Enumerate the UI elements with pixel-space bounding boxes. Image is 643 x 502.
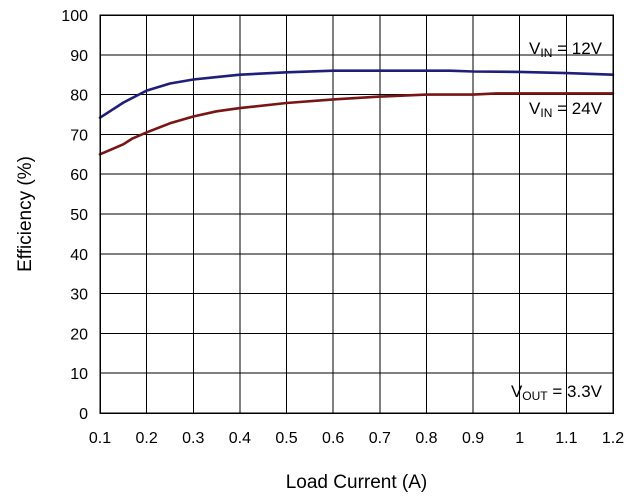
y-tick-label: 20 bbox=[70, 326, 88, 343]
x-tick-label: 0.5 bbox=[275, 430, 297, 447]
y-tick-label: 10 bbox=[70, 366, 88, 383]
annotation-vin-12v-sub: IN bbox=[540, 46, 552, 60]
y-tick-label: 40 bbox=[70, 247, 88, 264]
y-tick-label: 30 bbox=[70, 287, 88, 304]
x-tick-label: 1.1 bbox=[555, 430, 577, 447]
annotation-vin-12v-suffix: = 12V bbox=[552, 39, 602, 58]
annotation-vin-24v: VIN = 24V bbox=[529, 99, 603, 120]
annotation-vin-24v-sub: IN bbox=[540, 106, 552, 120]
x-tick-label: 0.1 bbox=[89, 430, 111, 447]
y-tick-label: 70 bbox=[70, 127, 88, 144]
x-tick-label: 0.2 bbox=[136, 430, 158, 447]
annotation-vout-suffix: = 3.3V bbox=[548, 382, 603, 401]
annotation-vout-prefix: V bbox=[511, 382, 523, 401]
series-group bbox=[98, 69, 615, 156]
y-tick-labels: 0 10 20 30 40 50 60 70 80 90 100 bbox=[61, 8, 88, 423]
series-line-vin-24v bbox=[98, 92, 615, 156]
x-tick-labels: 0.1 0.2 0.3 0.4 0.5 0.6 0.7 0.8 0.9 1 1.1 1.2 bbox=[89, 430, 624, 447]
x-tick-label: 0.8 bbox=[415, 430, 437, 447]
y-axis-title: Efficiency (%) bbox=[15, 156, 36, 272]
annotation-vin-12v-prefix: V bbox=[529, 39, 541, 58]
annotation-vout: VOUT = 3.3V bbox=[511, 382, 603, 403]
y-tick-label: 60 bbox=[70, 167, 88, 184]
annotation-vout-sub: OUT bbox=[522, 389, 548, 403]
x-tick-label: 0.7 bbox=[369, 430, 391, 447]
y-tick-label: 100 bbox=[61, 8, 88, 25]
annotation-vin-12v: VIN = 12V bbox=[529, 39, 603, 60]
x-axis-title: Load Current (A) bbox=[286, 472, 428, 493]
x-tick-label: 1 bbox=[515, 430, 524, 447]
x-tick-label: 0.9 bbox=[462, 430, 484, 447]
y-tick-label: 0 bbox=[79, 406, 88, 423]
x-tick-label: 0.3 bbox=[182, 430, 204, 447]
y-tick-label: 90 bbox=[70, 48, 88, 65]
annotation-vin-24v-suffix: = 24V bbox=[552, 99, 602, 118]
series-line-vin-12v bbox=[98, 69, 615, 119]
y-tick-label: 80 bbox=[70, 88, 88, 105]
x-tick-label: 1.2 bbox=[602, 430, 624, 447]
y-tick-label: 50 bbox=[70, 207, 88, 224]
x-tick-label: 0.6 bbox=[322, 430, 344, 447]
plot-border bbox=[99, 14, 614, 414]
x-tick-label: 0.4 bbox=[229, 430, 251, 447]
annotation-vin-24v-prefix: V bbox=[529, 99, 541, 118]
